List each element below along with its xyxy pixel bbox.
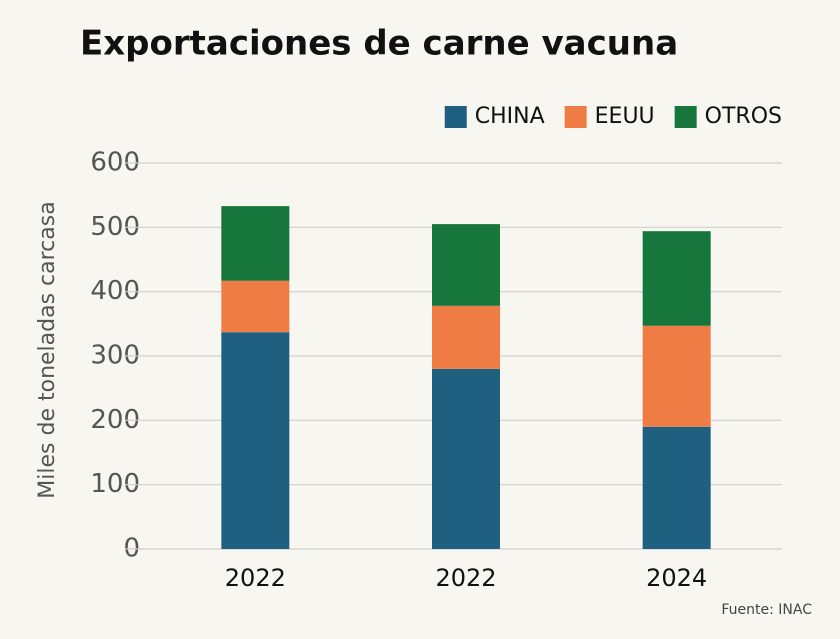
bar-segment — [432, 224, 500, 306]
bar-segment — [642, 325, 711, 427]
legend-label: OTROS — [705, 104, 782, 129]
source: Fuente: INAC — [721, 602, 812, 618]
legend-label: CHINA — [475, 104, 545, 129]
bar-segment — [432, 305, 500, 369]
bar-segment — [221, 332, 290, 549]
bar-segment — [221, 206, 290, 281]
bar-segment — [642, 231, 711, 326]
bar-segment — [221, 280, 290, 333]
bar-segment — [642, 426, 711, 549]
x-tick-label: 2022 — [225, 564, 286, 592]
legend-swatch — [444, 106, 467, 128]
legend-label: EEUU — [595, 104, 655, 129]
y-axis-label: Miles de toneladas carcasa — [35, 201, 60, 498]
legend-swatch — [674, 106, 697, 128]
chart-title: Exportaciones de carne vacuna — [80, 24, 678, 64]
legend-swatch — [564, 106, 587, 128]
bar-segment — [432, 368, 500, 549]
x-tick-label: 2024 — [646, 564, 707, 592]
x-tick-label: 2022 — [435, 564, 496, 592]
